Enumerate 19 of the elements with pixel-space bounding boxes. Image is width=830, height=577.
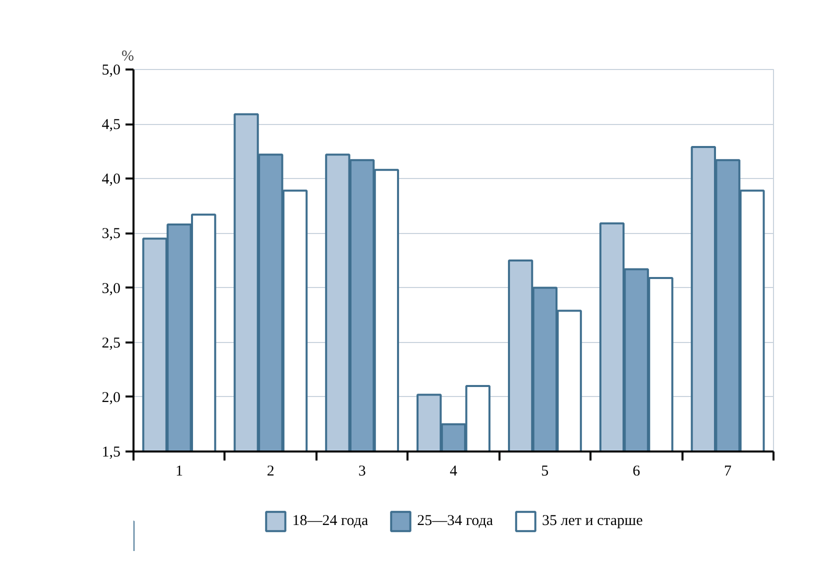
y-tick-label: 2,5 <box>102 335 120 352</box>
y-tick-label: 2,0 <box>102 390 120 406</box>
y-tick-label: 4,5 <box>102 117 120 134</box>
y-axis-title: % <box>122 48 134 64</box>
x-tick-label: 6 <box>632 464 641 480</box>
y-tick-label: 5,0 <box>102 62 120 78</box>
x-tick-label: 5 <box>541 464 549 480</box>
legend-label: 35 лет и старше <box>542 512 643 530</box>
y-tick-label: 3,0 <box>102 280 120 297</box>
y-tick-label: 4,0 <box>102 172 120 188</box>
x-tick-label: 3 <box>358 464 366 480</box>
x-tick-label: 1 <box>175 464 183 480</box>
legend-label: 18—24 года <box>292 512 368 530</box>
x-tick-label: 4 <box>450 464 458 480</box>
x-tick-label: 7 <box>724 464 732 480</box>
legend-label: 25—34 года <box>417 512 494 530</box>
y-tick-label: 1,5 <box>102 444 120 460</box>
x-tick-label: 2 <box>266 464 274 480</box>
y-tick-label: 3,5 <box>102 226 120 242</box>
